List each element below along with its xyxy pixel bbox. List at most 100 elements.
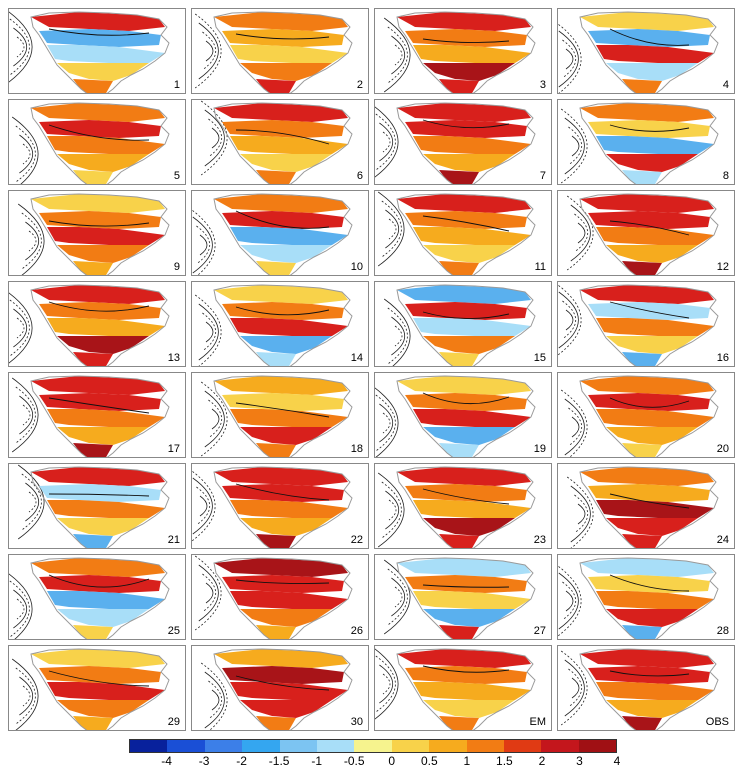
anomaly-region (588, 211, 710, 229)
pressure-contour (9, 292, 33, 364)
anomaly-region (57, 609, 149, 627)
panel-label: 12 (716, 261, 729, 273)
pressure-contour (211, 127, 220, 149)
pressure-contour (565, 309, 574, 331)
colorbar-segment (130, 740, 168, 752)
land-contour (609, 493, 690, 509)
colorbar-tick-label: -3 (198, 754, 210, 768)
land-contour (422, 665, 510, 673)
map-panel-26: 26 (191, 554, 369, 640)
pressure-contour (388, 218, 397, 240)
pressure-contour (385, 490, 400, 530)
anomaly-region (230, 682, 348, 700)
pressure-contour (564, 659, 585, 717)
anomaly-region (230, 227, 348, 245)
pressure-contour (383, 17, 411, 93)
anomaly-region (596, 227, 714, 245)
panel-label: 1 (173, 79, 180, 91)
pressure-contour (570, 485, 591, 543)
pressure-contour (196, 225, 211, 265)
coastline (396, 648, 536, 730)
land-contour (235, 129, 330, 145)
land-contour (422, 584, 510, 588)
pressure-contour (25, 221, 40, 261)
land-contour (48, 670, 150, 687)
land-contour (235, 675, 330, 691)
pressure-contour (375, 106, 399, 178)
map-panel-25: 25 (8, 554, 186, 640)
pressure-contour (19, 395, 34, 435)
anomaly-region (230, 136, 348, 154)
pressure-contour (379, 122, 394, 162)
coastline (396, 11, 536, 93)
anomaly-region (580, 285, 714, 304)
map-image (17, 193, 170, 275)
colorbar-tick-label: 4 (613, 754, 621, 768)
pressure-contour (13, 27, 28, 67)
pressure-contour (571, 416, 580, 438)
pressure-contour (383, 298, 411, 366)
colorbar-segment (279, 740, 317, 752)
panel-label: 10 (350, 261, 363, 273)
anomaly-region (588, 484, 710, 502)
anomaly-region (413, 591, 531, 609)
pressure-contour (388, 499, 397, 521)
land-contour (48, 220, 150, 227)
map-panel-29: 29 (8, 645, 186, 731)
map-panel-10: 10 (191, 190, 369, 276)
pressure-contour (28, 230, 37, 252)
pressure-contour (204, 671, 225, 729)
anomaly-region (413, 409, 531, 427)
panel-label: 15 (533, 352, 546, 364)
anomaly-region (39, 29, 161, 47)
land-contour (48, 124, 150, 141)
anomaly-region (240, 518, 332, 536)
coastline (213, 648, 353, 730)
anomaly-region (596, 500, 714, 518)
map-panel-9: 9 (8, 190, 186, 276)
map-panel-23: 23 (374, 463, 552, 549)
pressure-contour (568, 407, 583, 447)
pressure-contour (192, 209, 216, 275)
map-image (560, 102, 719, 184)
map-panel-7: 7 (374, 99, 552, 185)
map-image (11, 375, 170, 457)
panel-label: 17 (167, 443, 180, 455)
pressure-contour (11, 377, 39, 453)
pressure-contour (198, 22, 219, 80)
coastline (30, 466, 170, 548)
colorbar-tick-label: 1.5 (496, 754, 513, 768)
anomaly-region (423, 518, 515, 536)
coastline (579, 557, 719, 639)
coastline (396, 102, 536, 184)
colorbar-tick-label: -0.5 (343, 754, 365, 768)
land-contour (235, 210, 330, 229)
anomaly-region (588, 29, 710, 47)
pressure-contour (375, 113, 396, 171)
pressure-contour (391, 577, 406, 617)
anomaly-region (214, 285, 348, 304)
pressure-contour (564, 398, 585, 456)
pressure-contour (385, 209, 400, 249)
anomaly-region (39, 484, 161, 502)
colorbar-tick-label: -4 (161, 754, 172, 768)
map-image (194, 284, 353, 366)
pressure-contour (9, 11, 33, 83)
land-contour (422, 392, 510, 405)
pressure-contour (16, 36, 25, 58)
land-contour (235, 579, 330, 585)
map-panel-obs: OBS (557, 645, 735, 731)
pressure-contour (28, 491, 37, 513)
pressure-contour (11, 658, 39, 730)
pressure-contour (562, 581, 577, 621)
colorbar-tick-label: 3 (576, 754, 583, 768)
panel-label: 16 (716, 352, 729, 364)
pressure-contour (558, 284, 582, 356)
anomaly-region (405, 666, 527, 684)
anomaly-region (222, 211, 344, 229)
anomaly-region (413, 318, 531, 336)
pressure-contour (381, 481, 402, 539)
anomaly-region (423, 609, 515, 627)
anomaly-region (31, 285, 165, 304)
pressure-contour (375, 648, 399, 720)
